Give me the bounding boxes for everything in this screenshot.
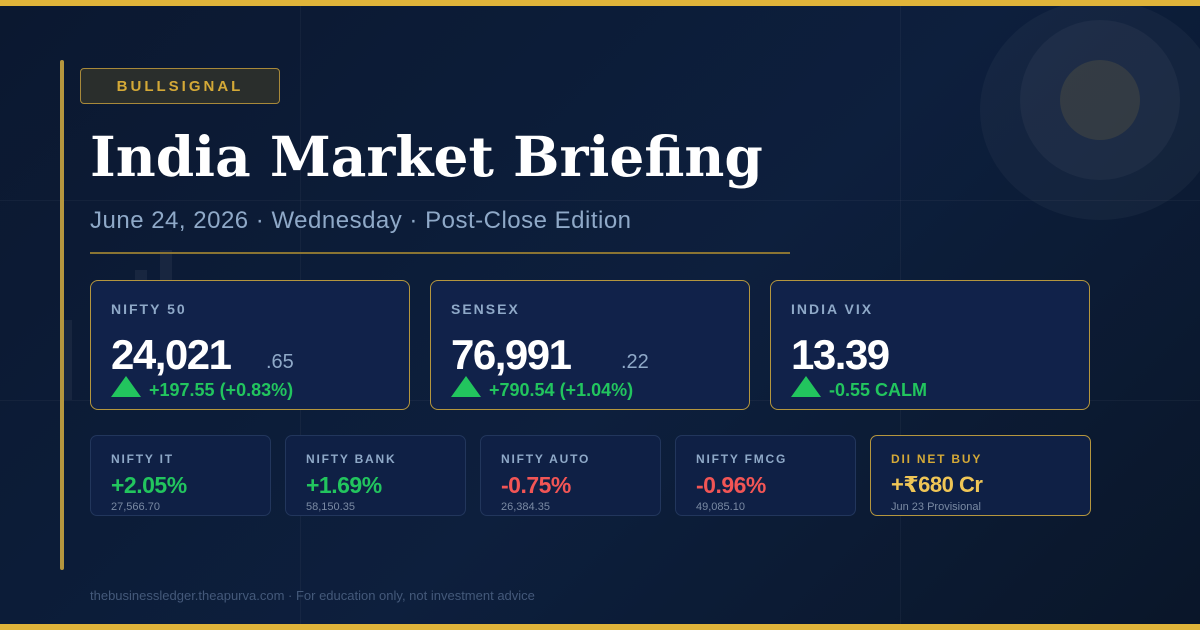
sector-name: NIFTY BANK [306,452,397,466]
index-card: INDIA VIX 13.39 -0.55 CALM [770,280,1090,410]
index-decimals: .65 [266,351,294,373]
index-change: +197.55 (+0.83%) [149,380,294,400]
sector-value: 26,384.35 [501,501,550,513]
sector-change: +2.05% [111,472,187,498]
subtitle: June 24, 2026 · Wednesday · Post-Close E… [90,207,632,234]
sector-change: -0.75% [501,472,571,498]
index-change: +790.54 (+1.04%) [489,380,634,400]
brand-badge: BULLSIGNAL [80,68,280,104]
sector-change: +1.69% [306,472,382,498]
index-name: NIFTY 50 [111,301,187,317]
title: India Market Briefing [90,124,763,189]
dii-card: DII NET BUY +₹680 Cr Jun 23 Provisional [870,435,1091,516]
divider [90,252,790,254]
up-arrow [111,376,141,397]
index-name: SENSEX [451,301,520,317]
sector-name: NIFTY IT [111,452,174,466]
index-card: SENSEX 76,991 .22 +790.54 (+1.04%) [430,280,750,410]
index-value: 13.39 [791,331,890,378]
decor-circle [1060,60,1140,140]
sector-change: -0.96% [696,472,766,498]
index-card: NIFTY 50 24,021 .65 +197.55 (+0.83%) [90,280,410,410]
footer: thebusinessledger.theapurva.com · For ed… [90,588,535,603]
index-value: 76,991 [451,331,572,378]
sector-value: 58,150.35 [306,501,355,513]
decor-bar [64,320,72,400]
sector-card: NIFTY BANK +1.69% 58,150.35 [285,435,466,516]
up-arrow [791,376,821,397]
up-arrow [451,376,481,397]
sector-card: NIFTY FMCG -0.96% 49,085.10 [675,435,856,516]
top-bar [0,0,1200,6]
bg-grid [0,200,1200,201]
dii-value: +₹680 Cr [891,472,983,497]
sector-card: NIFTY AUTO -0.75% 26,384.35 [480,435,661,516]
dii-name: DII NET BUY [891,452,983,466]
dii-note: Jun 23 Provisional [891,501,981,513]
sector-value: 27,566.70 [111,501,160,513]
sector-name: NIFTY AUTO [501,452,591,466]
index-value: 24,021 [111,331,232,378]
sector-value: 49,085.10 [696,501,745,513]
bottom-bar [0,624,1200,630]
accent-line [60,60,64,570]
index-change: -0.55 CALM [829,380,928,400]
index-decimals: .22 [621,351,649,373]
sector-name: NIFTY FMCG [696,452,788,466]
decor-circle [1020,20,1180,180]
index-name: INDIA VIX [791,301,874,317]
sector-card: NIFTY IT +2.05% 27,566.70 [90,435,271,516]
